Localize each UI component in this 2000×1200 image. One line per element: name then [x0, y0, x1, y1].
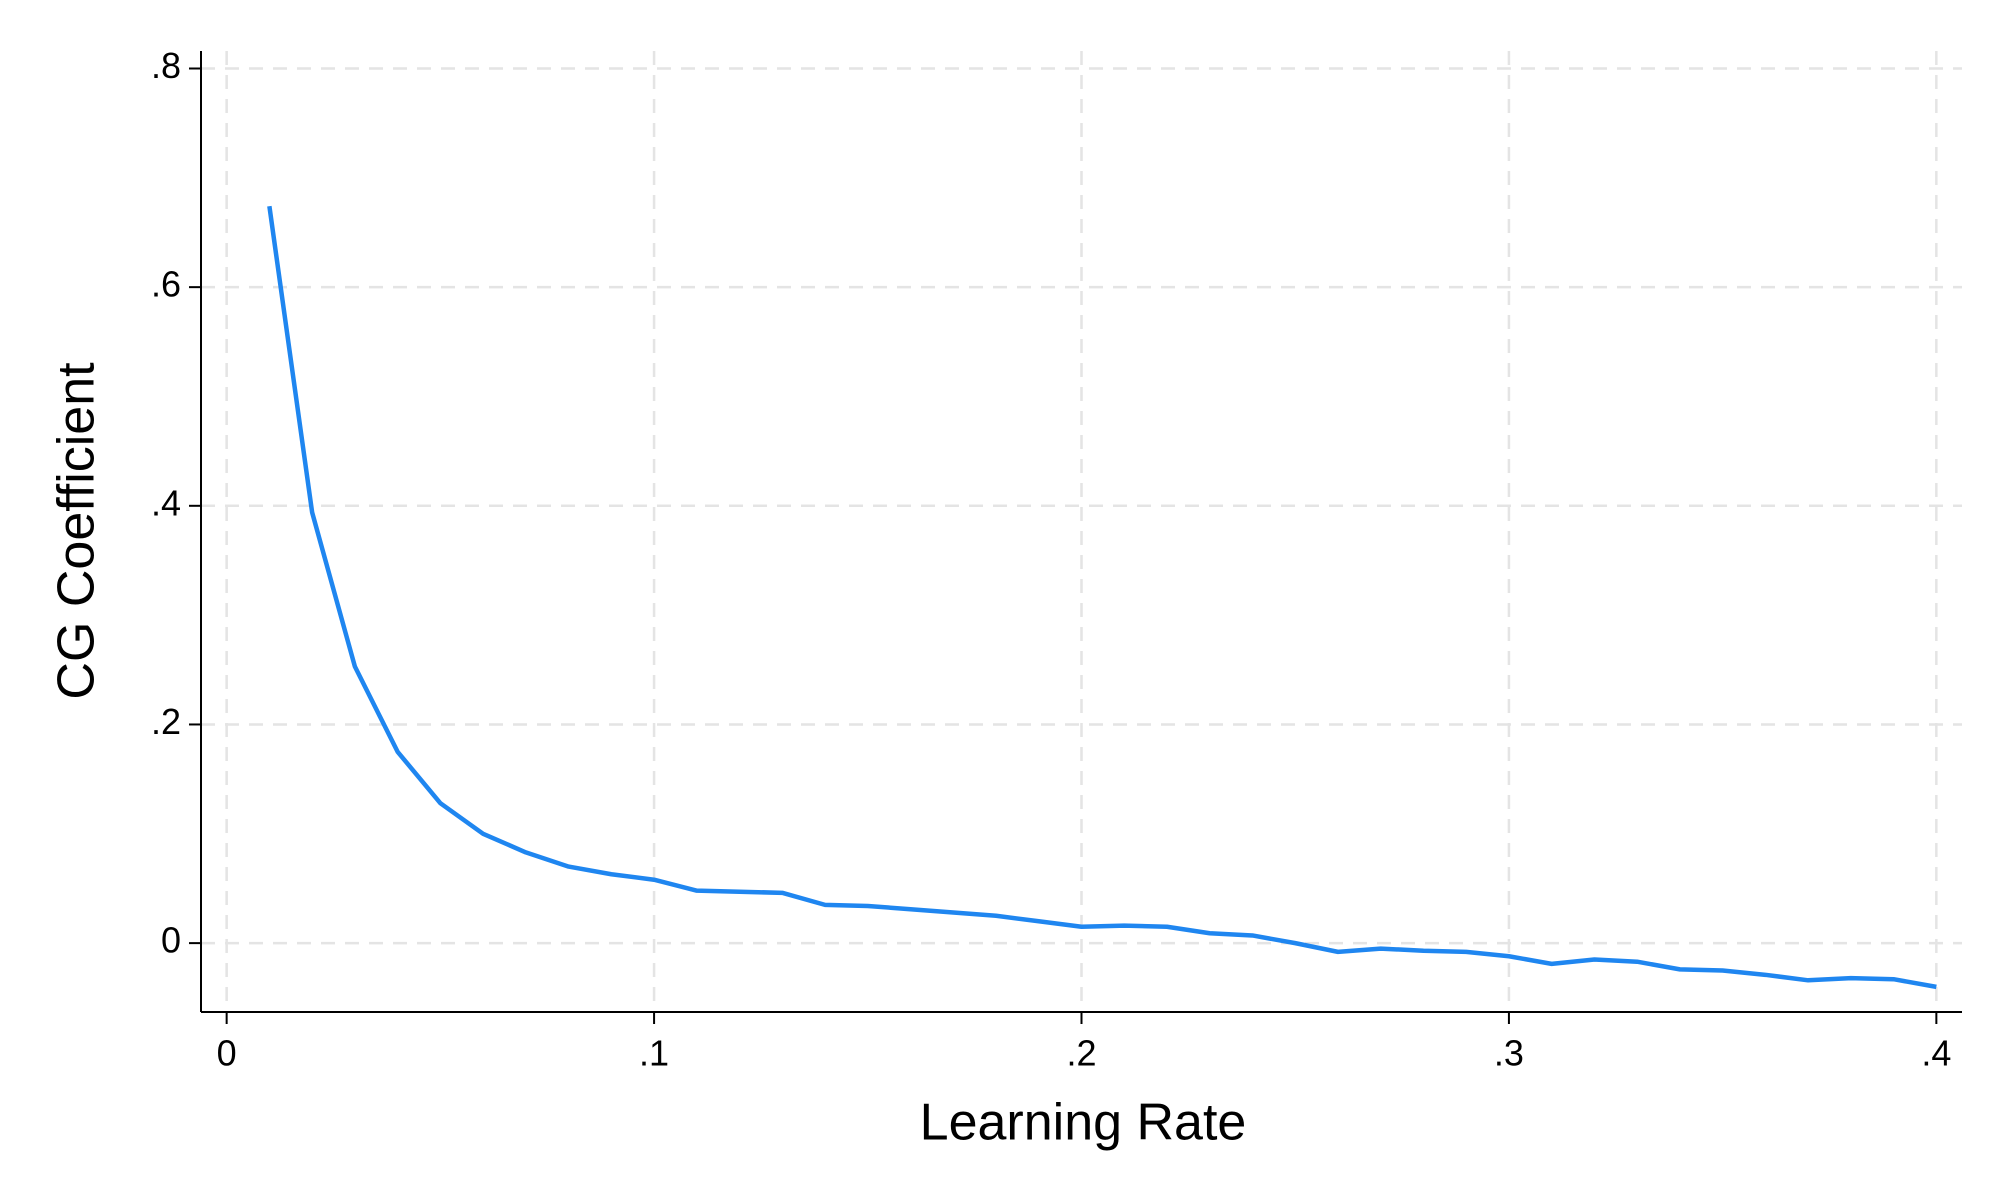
x-tick-label: .2: [1066, 1033, 1096, 1074]
y-tick-label: .4: [151, 482, 181, 523]
y-axis-title: CG Coefficient: [48, 362, 106, 700]
x-tick-label: 0: [217, 1033, 237, 1074]
y-tick-label: 0: [161, 920, 181, 961]
x-axis-title: Learning Rate: [920, 1094, 1247, 1152]
y-tick-label: .2: [151, 701, 181, 742]
x-tick-label: .1: [639, 1033, 669, 1074]
y-tick-label: .8: [151, 45, 181, 86]
x-tick-label: .3: [1494, 1033, 1524, 1074]
x-tick-label: .4: [1921, 1033, 1951, 1074]
data-line: [267, 205, 1937, 990]
y-tick-label: .6: [151, 264, 181, 305]
